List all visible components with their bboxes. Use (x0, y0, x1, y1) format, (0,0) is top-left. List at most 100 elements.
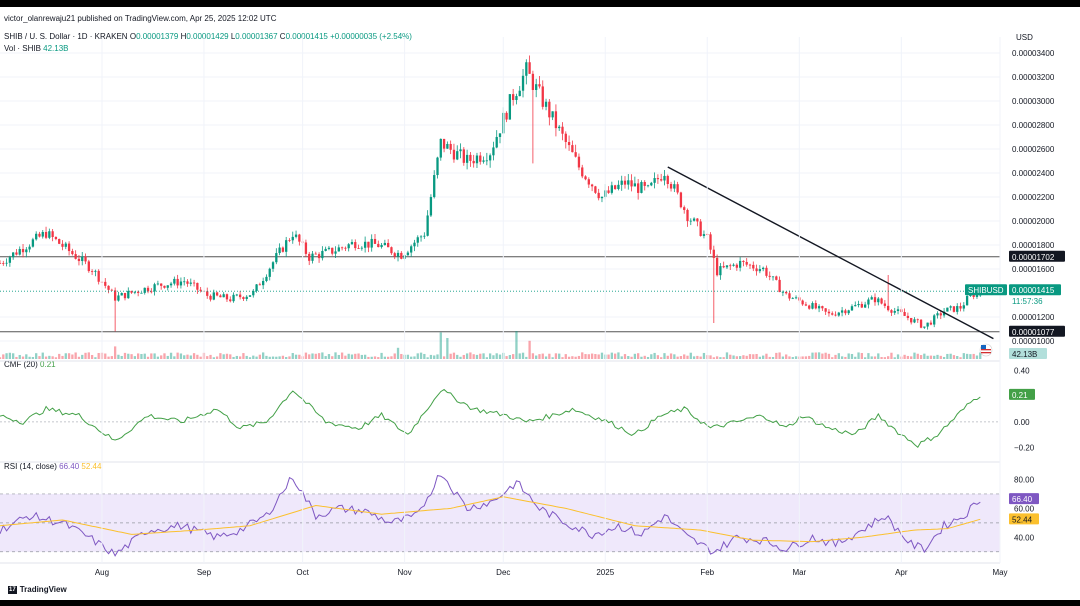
candle-body (860, 303, 863, 308)
candle-body (814, 303, 817, 309)
candle-body (669, 184, 673, 189)
candle-body (597, 192, 600, 199)
candle-body (748, 264, 752, 266)
candle-body (696, 218, 699, 222)
candle-body (350, 242, 354, 245)
candle-body (656, 178, 660, 180)
candle-body (887, 305, 890, 311)
volume-bar (146, 356, 150, 359)
candle-body (485, 160, 488, 162)
candle-body (163, 285, 166, 288)
volume-bar (949, 353, 952, 359)
volume-bar (821, 353, 824, 359)
symbol-legend[interactable]: SHIB / U. S. Dollar · 1D · KRAKEN O0.000… (4, 32, 412, 41)
candle-body (590, 184, 594, 187)
volume-bar (574, 356, 577, 359)
volume-bar (854, 356, 857, 359)
candle-body (906, 315, 910, 318)
volume-bar (712, 357, 715, 359)
volume-bar (880, 357, 883, 359)
candle-body (130, 290, 133, 293)
volume-badge-bg (1009, 348, 1047, 359)
volume-bar (643, 355, 646, 359)
volume-bar (117, 354, 120, 359)
candle-body (107, 285, 110, 290)
volume-bar (794, 356, 798, 359)
candle-body (857, 303, 860, 306)
candle-body (245, 296, 248, 300)
price-axis-tick: 0.00001200 (1012, 313, 1055, 322)
volume-bar (120, 355, 123, 359)
candle-body (390, 247, 393, 254)
volume-bar (791, 357, 794, 359)
volume-bar (699, 356, 702, 359)
candle-body (495, 136, 498, 148)
volume-legend[interactable]: Vol · SHIB 42.13B (4, 44, 69, 53)
candle-body (344, 247, 347, 249)
volume-bar (558, 353, 561, 359)
time-axis-label: Aug (95, 568, 109, 577)
volume-bar (291, 353, 294, 359)
chart-canvas[interactable]: 0.00003400 0.00003200 0.00003000 0.00002800… (0, 7, 1080, 600)
cmf-legend[interactable]: CMF (20) 0.21 (4, 360, 56, 369)
volume-bar (906, 355, 910, 359)
candle-body (913, 319, 916, 323)
candle-body (393, 253, 396, 257)
resistance-badge-bg (1009, 250, 1065, 262)
candle-body (423, 235, 426, 237)
volume-bar (327, 354, 331, 359)
volume-bar (765, 353, 768, 359)
candle-body (255, 284, 258, 291)
candle-body (12, 252, 15, 258)
volume-bar (587, 354, 590, 359)
candle-body (676, 184, 679, 193)
candle-body (498, 133, 502, 137)
symbol-badge: SHIBUSD (968, 286, 1004, 295)
price-axis-tick: 0.00001000 (1012, 337, 1055, 346)
rsi-legend[interactable]: RSI (14, close) 66.40 52.44 (4, 462, 101, 471)
publisher-line: victor_olanrewaju21 published on Trading… (4, 14, 277, 23)
volume-bar (725, 352, 729, 359)
candle-body (146, 287, 150, 292)
volume-bar (692, 356, 696, 359)
candle-body (949, 306, 952, 308)
candle-body (890, 310, 893, 313)
volume-bar (360, 354, 363, 359)
candle-body (90, 271, 94, 272)
candle-body (169, 283, 173, 286)
volume-bar (808, 355, 811, 359)
volume-bar (913, 352, 916, 359)
candle-body (406, 252, 410, 256)
volume-bar (623, 354, 627, 359)
volume-bar (610, 352, 613, 359)
candle-body (679, 192, 683, 208)
candle-body (74, 254, 77, 259)
volume-bar (814, 352, 817, 359)
tradingview-brand[interactable]: 17 TradingView (8, 585, 67, 594)
volume-bar (222, 354, 225, 359)
volume-bar (811, 352, 814, 359)
volume-bar (669, 353, 673, 359)
candle-body (48, 231, 51, 238)
candle-body (311, 253, 314, 261)
ohlc-close-label: C (279, 32, 286, 41)
volume-bar (771, 357, 775, 359)
candle-body (229, 299, 232, 302)
volume-bar (916, 353, 919, 359)
volume-bar (390, 356, 393, 359)
candle-body (35, 233, 38, 240)
candle-body (314, 253, 317, 255)
volume-bar (840, 356, 844, 359)
candle-body (893, 310, 896, 313)
volume-bar (268, 356, 271, 359)
volume-bar (285, 357, 288, 359)
candle-body (143, 287, 146, 293)
candle-body (683, 207, 686, 210)
candle-body (952, 306, 956, 312)
volume-bar (288, 356, 291, 359)
price-axis-tick: 0.00003000 (1012, 97, 1055, 106)
candle-body (959, 306, 962, 309)
volume-bar (235, 355, 238, 359)
volume-bar (942, 356, 946, 359)
candle-body (877, 298, 880, 303)
